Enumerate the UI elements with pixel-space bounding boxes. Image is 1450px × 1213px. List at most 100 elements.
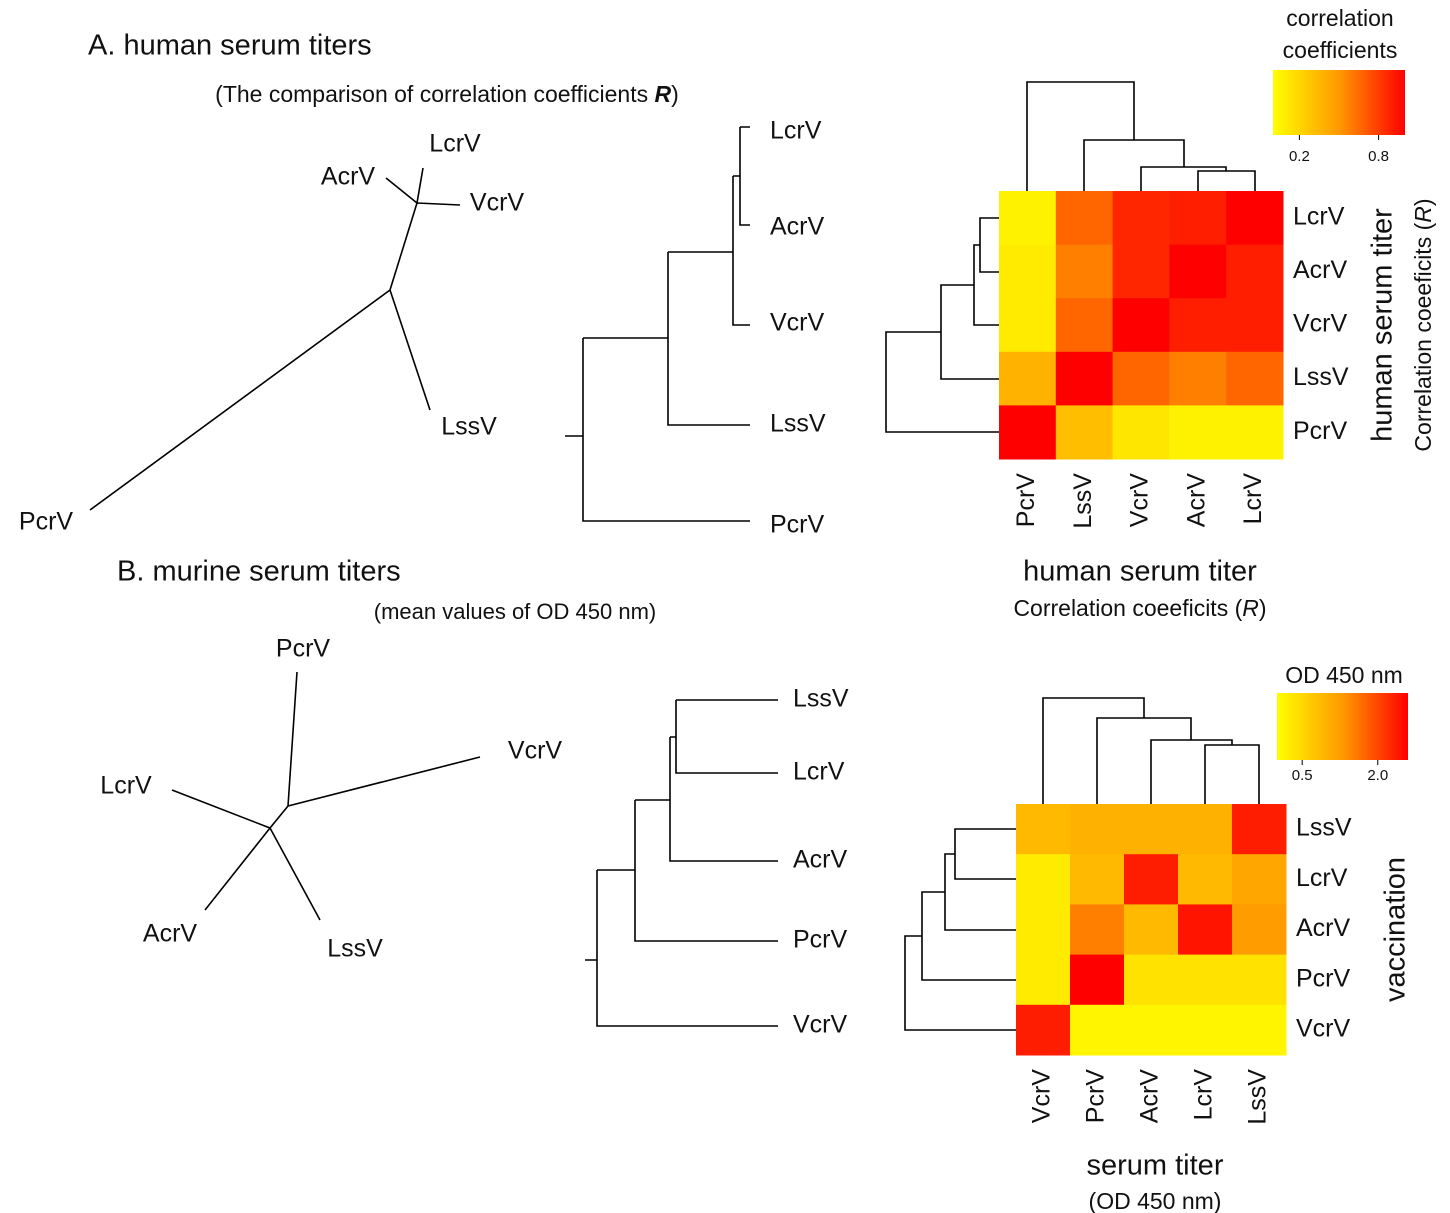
row-label: PcrV [1293, 417, 1348, 445]
tree-label: VcrV [470, 189, 525, 217]
row-label: PcrV [1296, 964, 1351, 992]
heatmap-dendrogram [1043, 698, 1259, 804]
subtitle-part: ) [1259, 595, 1267, 621]
heatmap-cell [1169, 405, 1226, 459]
heatmap-dendrogram [886, 218, 999, 432]
dendrogram-label: PcrV [793, 926, 848, 954]
tree-label: LcrV [429, 130, 481, 158]
heatmap-cell [1124, 955, 1179, 1006]
tree-label: VcrV [508, 737, 563, 765]
tree-branches [172, 672, 480, 920]
tree-label: PcrV [276, 635, 331, 663]
heatmap-cell [1178, 955, 1233, 1006]
heatmap-cell [1016, 955, 1071, 1006]
heatmap-dendrogram [1027, 82, 1255, 191]
heatmap-cell [1226, 298, 1283, 352]
panel-title: A. human serum titers [88, 30, 372, 62]
heatmap-cell [1056, 191, 1113, 245]
heatmap-cell [1226, 352, 1283, 406]
heatmap-cell [1169, 245, 1226, 299]
heatmap-cell [1169, 191, 1226, 245]
heatmap-cell [1124, 904, 1179, 955]
subtitle-part: ) [671, 81, 679, 107]
figure: A. human serum titers (The comparison of… [0, 0, 1450, 1213]
heatmap-cell [1056, 298, 1113, 352]
column-label: LssV [1244, 1069, 1272, 1125]
colorbar-title: coefficients [1283, 37, 1398, 63]
column-label: AcrV [1136, 1069, 1164, 1124]
row-label: VcrV [1293, 310, 1348, 338]
heatmap-cell [1016, 1005, 1071, 1056]
heatmap-cell [1070, 804, 1125, 855]
heatmap-cell [1232, 904, 1287, 955]
subtitle-symbol: R [655, 81, 672, 107]
subtitle-part: Correlation coeeficits ( [1410, 222, 1436, 451]
y-axis-title: vaccination [1380, 857, 1412, 1002]
heatmap-cell [1056, 352, 1113, 406]
heatmap-cell [1056, 405, 1113, 459]
heatmap-cell [1226, 245, 1283, 299]
subtitle-part: (The comparison of correlation coefficie… [215, 81, 654, 107]
row-label: VcrV [1296, 1015, 1351, 1043]
heatmap-cell [1070, 1005, 1125, 1056]
x-axis-subtitle: Correlation coeeficits (R) [1013, 595, 1266, 621]
row-label: LcrV [1296, 864, 1348, 892]
colorbar-tick-label: 0.8 [1368, 148, 1389, 165]
colorbar-tick-label: 2.0 [1367, 767, 1388, 784]
x-axis-subtitle: (OD 450 nm) [1089, 1188, 1222, 1213]
row-label: LcrV [1293, 202, 1345, 230]
dendrogram-label: LssV [770, 410, 826, 438]
colorbar-title: correlation [1286, 5, 1393, 31]
heatmap-cell [1124, 854, 1179, 905]
heatmap-cell [1113, 298, 1170, 352]
heatmap-cell [1178, 904, 1233, 955]
row-label: LssV [1296, 814, 1352, 842]
heatmap-cell [1113, 405, 1170, 459]
x-axis-title: human serum titer [1023, 556, 1257, 588]
column-label: AcrV [1182, 473, 1210, 528]
column-label: PcrV [1012, 473, 1040, 528]
heatmap-cell [1070, 854, 1125, 905]
heatmap-cell [1169, 298, 1226, 352]
colorbar [1273, 70, 1405, 135]
row-label: LssV [1293, 363, 1349, 391]
subtitle-part: ) [1410, 198, 1436, 206]
heatmap-cell [999, 245, 1056, 299]
heatmap-cell [1124, 804, 1179, 855]
heatmap-cell [1016, 854, 1071, 905]
panel-title: B. murine serum titers [117, 556, 401, 588]
colorbar [1277, 693, 1408, 760]
subtitle-part: R [1410, 206, 1436, 223]
heatmap-cell [1124, 1005, 1179, 1056]
y-axis-subtitle: Correlation coeeficits (R) [1410, 198, 1436, 451]
tree-label: AcrV [143, 920, 198, 948]
heatmap-cell [1016, 904, 1071, 955]
dendrogram-branches [585, 700, 778, 1026]
heatmap-cell [999, 191, 1056, 245]
heatmap-cell [999, 405, 1056, 459]
dendrogram-label: VcrV [770, 309, 825, 337]
subtitle-part: (OD 450 nm) [1089, 1188, 1222, 1213]
tree-label: LssV [441, 413, 497, 441]
heatmap-cell [1178, 804, 1233, 855]
column-label: LcrV [1190, 1069, 1218, 1121]
dendrogram-label: VcrV [793, 1011, 848, 1039]
heatmap-cell [1226, 405, 1283, 459]
heatmap-cell [999, 298, 1056, 352]
heatmap-cell [1226, 191, 1283, 245]
heatmap-cell [1232, 955, 1287, 1006]
subtitle-part: Correlation coeeficits ( [1013, 595, 1242, 621]
heatmap-cell [1113, 245, 1170, 299]
colorbar-tick-label: 0.2 [1289, 148, 1310, 165]
x-axis-title: serum titer [1087, 1150, 1224, 1182]
heatmap-cell [1178, 1005, 1233, 1056]
y-axis-title: human serum titer [1367, 208, 1399, 442]
heatmap-cell [999, 352, 1056, 406]
heatmap-cell [1232, 1005, 1287, 1056]
heatmap-cell [1016, 804, 1071, 855]
heatmap-cell [1169, 352, 1226, 406]
colorbar-tick-label: 0.5 [1292, 767, 1313, 784]
dendrogram-label: LssV [793, 685, 849, 713]
dendrogram-label: LcrV [793, 758, 845, 786]
tree-label: LssV [327, 935, 383, 963]
